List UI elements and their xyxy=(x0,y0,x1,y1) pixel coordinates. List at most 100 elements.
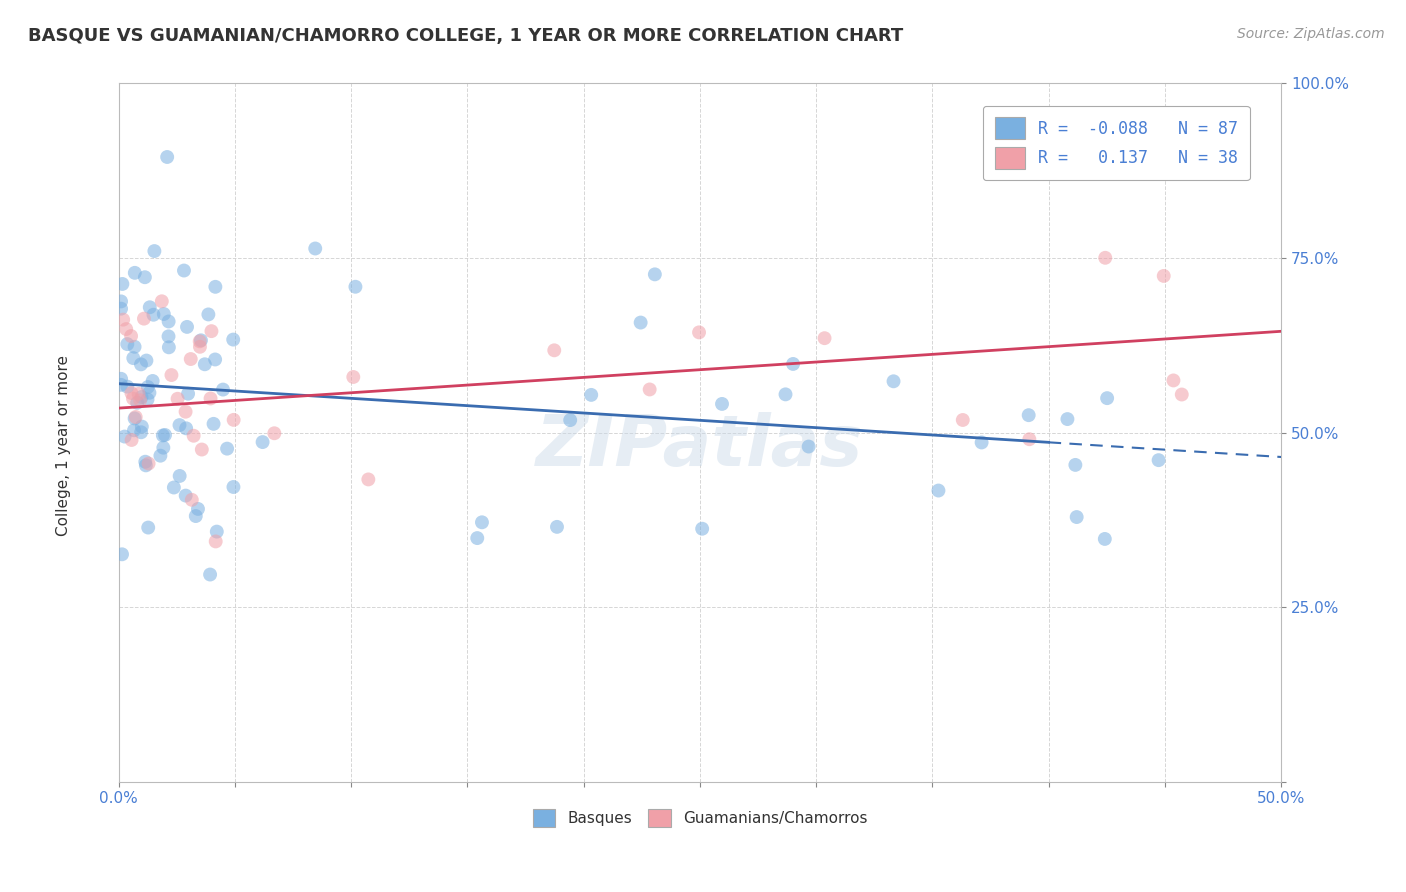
Point xyxy=(1171,387,1194,401)
Point xyxy=(131,419,153,434)
Point xyxy=(263,426,285,441)
Point xyxy=(136,520,159,534)
Point xyxy=(205,524,228,539)
Point xyxy=(180,492,202,507)
Point xyxy=(134,270,156,285)
Point xyxy=(1056,412,1078,426)
Point xyxy=(200,324,222,338)
Point xyxy=(180,352,202,367)
Point xyxy=(191,442,214,457)
Point xyxy=(153,428,176,442)
Point xyxy=(114,429,136,443)
Point xyxy=(188,334,211,349)
Point xyxy=(202,417,225,431)
Point xyxy=(1064,458,1087,472)
Point xyxy=(142,374,165,388)
Point xyxy=(122,392,145,406)
Point xyxy=(150,294,173,309)
Point xyxy=(638,383,661,397)
Point xyxy=(471,516,494,530)
Point xyxy=(110,372,132,386)
Point xyxy=(1018,408,1040,422)
Point xyxy=(690,522,713,536)
Point xyxy=(111,277,134,291)
Point xyxy=(124,340,146,354)
Point xyxy=(166,392,188,406)
Point xyxy=(952,413,974,427)
Point xyxy=(136,392,159,407)
Point xyxy=(198,567,221,582)
Point xyxy=(142,308,165,322)
Point xyxy=(174,405,197,419)
Point xyxy=(124,266,146,280)
Point xyxy=(163,481,186,495)
Point xyxy=(183,429,205,443)
Point xyxy=(120,386,142,401)
Point xyxy=(222,413,245,427)
Point xyxy=(110,301,132,316)
Point xyxy=(173,263,195,277)
Point xyxy=(115,322,138,336)
Point xyxy=(204,280,226,294)
Point xyxy=(204,352,226,367)
Point xyxy=(110,294,132,309)
Point xyxy=(579,388,602,402)
Point xyxy=(797,440,820,454)
Point xyxy=(813,331,835,345)
Point xyxy=(157,329,180,343)
Point xyxy=(156,150,179,164)
Point xyxy=(169,469,191,483)
Point xyxy=(970,435,993,450)
Text: BASQUE VS GUAMANIAN/CHAMORRO COLLEGE, 1 YEAR OR MORE CORRELATION CHART: BASQUE VS GUAMANIAN/CHAMORRO COLLEGE, 1 … xyxy=(28,27,904,45)
Point xyxy=(128,387,150,401)
Point xyxy=(132,311,155,326)
Point xyxy=(153,307,176,321)
Point xyxy=(121,433,143,447)
Point xyxy=(1095,391,1118,405)
Point xyxy=(176,319,198,334)
Point xyxy=(543,343,565,358)
Point xyxy=(112,312,135,326)
Point xyxy=(194,357,217,371)
Point xyxy=(125,409,148,424)
Point xyxy=(134,455,156,469)
Point xyxy=(122,423,145,437)
Point xyxy=(217,442,239,456)
Point xyxy=(157,314,180,328)
Point xyxy=(222,333,245,347)
Point xyxy=(212,383,235,397)
Point xyxy=(135,458,157,473)
Point xyxy=(190,334,212,348)
Point xyxy=(465,531,488,545)
Point xyxy=(169,418,191,433)
Point xyxy=(120,329,142,343)
Point xyxy=(222,480,245,494)
Point xyxy=(149,449,172,463)
Point xyxy=(200,392,222,406)
Point xyxy=(1066,510,1088,524)
Point xyxy=(546,520,568,534)
Point xyxy=(1147,453,1170,467)
Text: College, 1 year or more: College, 1 year or more xyxy=(56,356,70,536)
Point xyxy=(197,308,219,322)
Point xyxy=(187,502,209,516)
Point xyxy=(138,457,160,471)
Point xyxy=(688,326,710,340)
Point xyxy=(157,340,180,354)
Point xyxy=(357,472,380,486)
Point xyxy=(644,268,666,282)
Point xyxy=(111,547,134,561)
Point xyxy=(129,425,152,440)
Point xyxy=(160,368,183,382)
Point xyxy=(124,411,146,425)
Point xyxy=(139,300,162,314)
Point xyxy=(883,374,905,388)
Point xyxy=(138,385,160,400)
Point xyxy=(174,421,197,435)
Point xyxy=(129,393,152,408)
Point xyxy=(1094,251,1116,265)
Point xyxy=(174,489,197,503)
Point xyxy=(127,396,149,410)
Point xyxy=(252,435,274,450)
Point xyxy=(775,387,797,401)
